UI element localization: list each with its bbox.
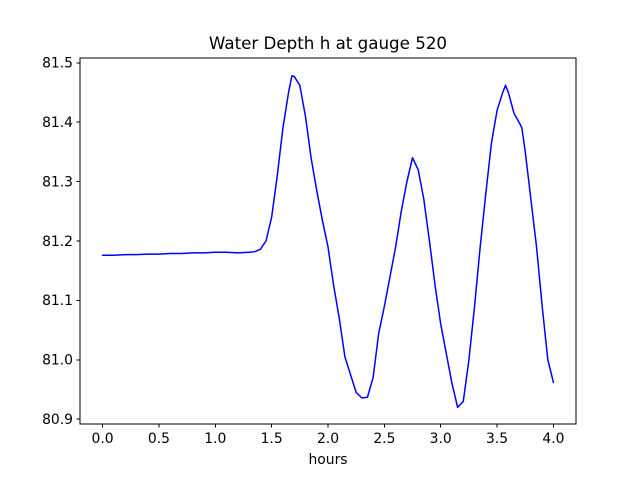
plot-spines [79, 57, 577, 425]
x-tick-label: 4.0 [542, 431, 564, 447]
y-tick-label: 81.2 [42, 234, 73, 250]
x-axis-label: hours [308, 452, 347, 468]
x-tick-label: 0.0 [91, 431, 113, 447]
y-tick-label: 81.0 [42, 353, 73, 369]
x-tick-label: 3.0 [430, 431, 452, 447]
y-tick-label: 81.1 [42, 293, 73, 309]
y-tick-label: 80.9 [42, 412, 73, 428]
y-tick-label: 81.3 [42, 174, 73, 190]
x-tick-label: 3.5 [486, 431, 508, 447]
y-tick-label: 81.5 [42, 56, 73, 72]
x-tick-label: 0.5 [148, 431, 170, 447]
y-tick-label: 81.4 [42, 115, 73, 131]
x-tick-label: 1.0 [204, 431, 226, 447]
x-tick-label: 2.5 [373, 431, 395, 447]
chart-title: Water Depth h at gauge 520 [209, 33, 447, 53]
x-tick-label: 2.0 [317, 431, 339, 447]
x-tick-label: 1.5 [261, 431, 283, 447]
data-line [101, 75, 555, 409]
plot-area: 0.0 0.5 1.0 1.5 2.0 2.5 3.0 3.5 4.0 80.9 81.0 81.1 8… [42, 56, 577, 447]
